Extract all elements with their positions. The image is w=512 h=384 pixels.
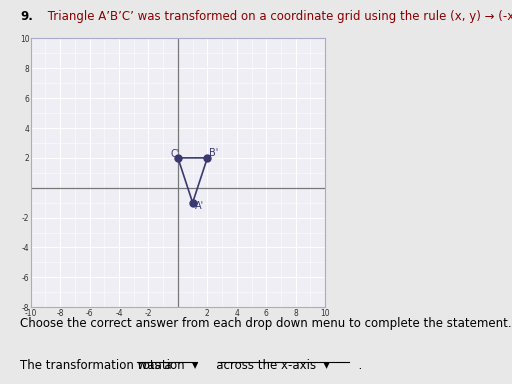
Text: A': A': [195, 201, 204, 211]
Text: C': C': [170, 149, 180, 159]
Text: across the x-axis  ▾: across the x-axis ▾: [205, 359, 329, 372]
Text: 9.: 9.: [20, 10, 33, 23]
Point: [174, 155, 182, 161]
Text: The transformation was a: The transformation was a: [20, 359, 180, 372]
Text: Triangle A’B’C’ was transformed on a coordinate grid using the rule (x, y) → (-x: Triangle A’B’C’ was transformed on a coo…: [44, 10, 512, 23]
Text: Choose the correct answer from each drop down menu to complete the statement.: Choose the correct answer from each drop…: [20, 317, 512, 330]
Text: rotation  ▾: rotation ▾: [138, 359, 198, 372]
Text: B': B': [209, 148, 218, 158]
Text: .: .: [351, 359, 362, 372]
Point: [203, 155, 211, 161]
Point: [188, 200, 197, 206]
